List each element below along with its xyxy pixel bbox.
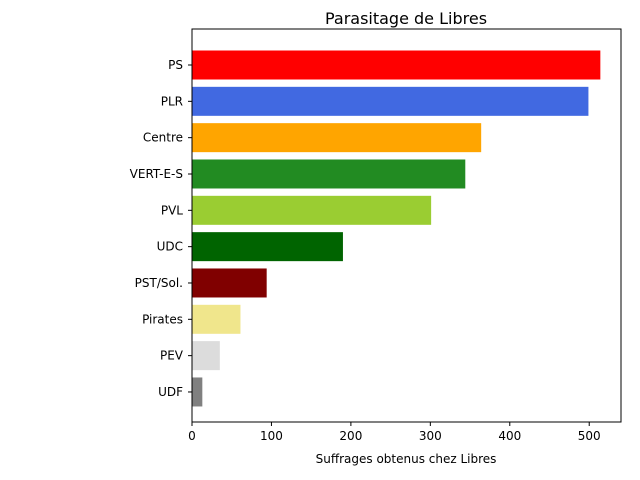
bar-3 [192, 159, 466, 189]
bar-9 [192, 377, 203, 407]
y-tick-label-2: Centre [143, 131, 183, 145]
y-axis-ticks: PS PLR Centre VERT-E-S PVL UDC PST/Sol. Pirates… [130, 58, 192, 399]
chart-title: Parasitage de Libres [325, 9, 487, 28]
x-tick-label-1: 100 [260, 429, 283, 443]
x-tick-label-2: 200 [339, 429, 362, 443]
y-tick-label-3: VERT-E-S [130, 167, 183, 181]
y-tick-label-7: Pirates [142, 312, 183, 326]
bar-1 [192, 86, 589, 116]
x-tick-label-3: 300 [419, 429, 442, 443]
bar-5 [192, 232, 343, 262]
plot-frame [191, 28, 622, 423]
x-tick-label-0: 0 [188, 429, 196, 443]
y-tick-label-9: UDF [158, 385, 183, 399]
y-tick-label-5: UDC [157, 240, 183, 254]
y-tick-label-0: PS [168, 58, 183, 72]
x-axis-label: Suffrages obtenus chez Libres [316, 452, 497, 466]
bars-group [192, 50, 601, 407]
x-tick-label-5: 500 [578, 429, 601, 443]
bar-4 [192, 195, 432, 225]
bar-7 [192, 304, 241, 334]
x-tick-label-4: 400 [498, 429, 521, 443]
y-tick-label-8: PEV [160, 349, 184, 363]
y-tick-label-6: PST/Sol. [135, 276, 183, 290]
y-tick-label-4: PVL [161, 203, 183, 217]
x-axis-ticks: 0 100 200 300 400 500 [188, 422, 601, 443]
y-tick-label-1: PLR [161, 94, 183, 108]
bar-0 [192, 50, 601, 80]
bar-2 [192, 123, 482, 153]
bar-6 [192, 268, 267, 298]
bar-8 [192, 341, 220, 371]
